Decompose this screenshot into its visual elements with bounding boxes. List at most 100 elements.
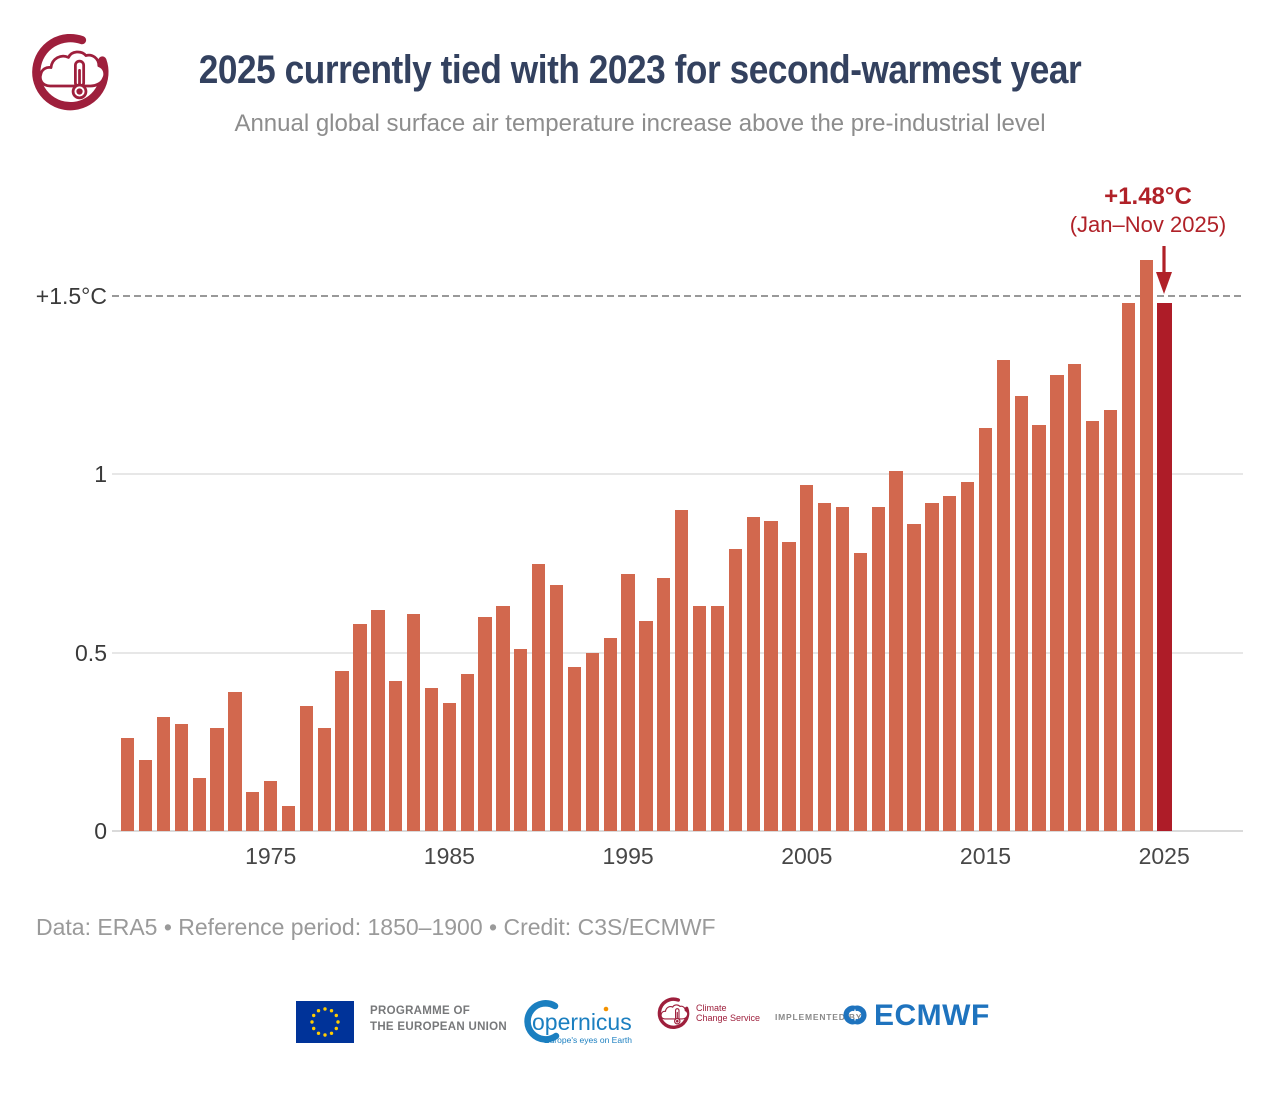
bar-1971 bbox=[192, 777, 206, 831]
bar-2009 bbox=[871, 506, 885, 831]
bar-1985 bbox=[442, 702, 457, 831]
bar-2011 bbox=[907, 524, 921, 831]
climate-change-service-icon bbox=[657, 997, 690, 1029]
c3s-climate-logo-icon bbox=[32, 34, 109, 111]
bar-1972 bbox=[210, 727, 224, 831]
bar-1995 bbox=[621, 574, 635, 831]
copernicus-c-swoosh bbox=[524, 1000, 560, 1043]
bar-1969 bbox=[156, 716, 171, 831]
copernicus-tagline: Europe's eyes on Earth bbox=[544, 1035, 632, 1045]
climate-service-line1: Climate bbox=[696, 1003, 727, 1013]
bar-1991 bbox=[549, 584, 564, 831]
annotation-arrow-icon bbox=[1156, 246, 1172, 294]
bar-2023 bbox=[1121, 303, 1136, 831]
x-axis-label-2005: 2005 bbox=[781, 843, 833, 869]
bar-1986 bbox=[460, 674, 474, 831]
gridline-1 bbox=[112, 473, 1243, 476]
bar-2004 bbox=[782, 542, 796, 831]
bar-1970 bbox=[174, 724, 188, 831]
bar-2005 bbox=[800, 485, 814, 831]
bar-1987 bbox=[478, 617, 492, 831]
y-axis-label-1: 1 bbox=[94, 461, 107, 488]
bar-2013 bbox=[943, 495, 957, 831]
bar-1996 bbox=[639, 620, 653, 831]
bar-2015 bbox=[978, 428, 993, 831]
implemented-by-label: IMPLEMENTED BY bbox=[775, 1012, 863, 1022]
bar-1998 bbox=[675, 510, 689, 831]
bar-2000 bbox=[710, 606, 725, 831]
bar-1976 bbox=[281, 806, 296, 831]
bar-1983 bbox=[406, 613, 421, 831]
bar-2018 bbox=[1032, 424, 1046, 831]
bar-1968 bbox=[138, 759, 153, 831]
bar-2001 bbox=[728, 549, 742, 831]
bar-1967 bbox=[121, 738, 135, 831]
bar-1978 bbox=[317, 727, 331, 831]
bar-2014 bbox=[960, 481, 975, 831]
bar-2008 bbox=[853, 552, 868, 831]
eu-programme-line1: PROGRAMME OF bbox=[370, 1005, 471, 1017]
data-credit: Data: ERA5 • Reference period: 1850–1900… bbox=[36, 914, 716, 940]
bar-1981 bbox=[371, 609, 385, 831]
y-axis-label-1.5: +1.5°C bbox=[35, 283, 107, 310]
bar-2022 bbox=[1103, 410, 1118, 831]
thermometer-bulb-center bbox=[76, 88, 83, 95]
bar-1982 bbox=[389, 681, 403, 831]
x-axis-label-1995: 1995 bbox=[602, 843, 654, 869]
annotation-period: (Jan–Nov 2025) bbox=[1069, 212, 1227, 237]
bar-2012 bbox=[925, 502, 939, 831]
copernicus-orange-dot bbox=[603, 1006, 609, 1012]
crescent-swoosh bbox=[32, 34, 109, 111]
annotation-value: +1.48°C bbox=[1104, 183, 1192, 210]
bar-1988 bbox=[496, 606, 510, 831]
eu-programme-label: PROGRAMME OF THE EUROPEAN UNION bbox=[370, 1004, 507, 1035]
ecmwf-wordmark: ECMWF bbox=[874, 999, 990, 1032]
ecmwf-logo-icon bbox=[843, 1005, 867, 1025]
copernicus-logo: opernicus Europe's eyes on Earth bbox=[524, 1000, 632, 1045]
bar-2007 bbox=[835, 506, 850, 831]
bar-1997 bbox=[657, 577, 671, 831]
bar-1999 bbox=[692, 606, 707, 831]
bar-1990 bbox=[532, 563, 546, 831]
bar-2006 bbox=[817, 502, 832, 831]
climate-service-line2: Change Service bbox=[696, 1013, 761, 1023]
bar-2021 bbox=[1086, 420, 1100, 831]
climate-change-service-label: Climate Change Service bbox=[696, 1003, 760, 1023]
y-axis-label-0.5: 0.5 bbox=[75, 639, 107, 666]
bar-1974 bbox=[246, 791, 260, 831]
bar-1992 bbox=[567, 667, 582, 831]
copernicus-wordmark: opernicus bbox=[532, 1009, 632, 1035]
bar-1994 bbox=[603, 638, 617, 831]
bar-1973 bbox=[228, 691, 242, 831]
bar-2025 bbox=[1156, 303, 1172, 831]
bar-2024 bbox=[1139, 260, 1153, 831]
bar-2003 bbox=[764, 520, 778, 831]
bar-1993 bbox=[585, 652, 599, 831]
bar-2016 bbox=[996, 360, 1010, 831]
bar-2002 bbox=[746, 517, 760, 831]
bar-1980 bbox=[353, 624, 367, 831]
x-axis-label-2015: 2015 bbox=[959, 843, 1012, 869]
bar-1975 bbox=[264, 781, 278, 831]
bar-2010 bbox=[889, 470, 903, 831]
page-title: 2025 currently tied with 2023 for second… bbox=[198, 48, 1082, 92]
page-subtitle: Annual global surface air temperature in… bbox=[234, 110, 1046, 137]
y-axis-label-0: 0 bbox=[94, 818, 107, 844]
x-axis-label-1985: 1985 bbox=[423, 843, 475, 869]
cloud-icon bbox=[38, 50, 107, 88]
bar-1989 bbox=[514, 649, 528, 831]
eu-flag-icon bbox=[296, 1001, 354, 1043]
highlight-annotation: +1.48°C (Jan–Nov 2025) bbox=[1040, 184, 1256, 238]
bar-2020 bbox=[1068, 363, 1082, 831]
eu-programme-line2: THE EUROPEAN UNION bbox=[370, 1020, 508, 1033]
bar-2017 bbox=[1014, 395, 1028, 831]
bar-1984 bbox=[424, 688, 439, 831]
x-axis-line bbox=[112, 830, 1243, 832]
bar-1977 bbox=[299, 706, 314, 831]
bar-1979 bbox=[335, 670, 349, 831]
gridline-1.5 bbox=[112, 295, 1243, 298]
x-axis-label-2025: 2025 bbox=[1138, 843, 1190, 869]
x-axis-label-1975: 1975 bbox=[245, 843, 297, 869]
